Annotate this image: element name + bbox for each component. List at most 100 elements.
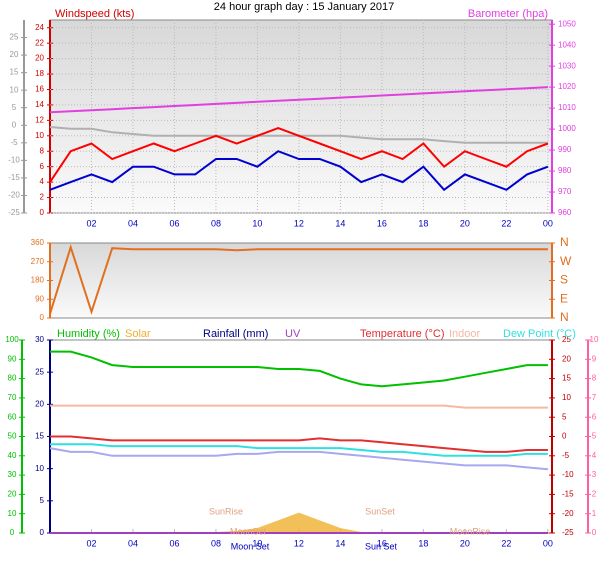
x-tick-label: 14 [335, 538, 345, 548]
y-tick-label: 20 [8, 490, 17, 499]
y-tick-label: 90 [35, 294, 44, 303]
annotation: MoonSet [230, 526, 267, 536]
y-tick-label: 0 [40, 528, 45, 537]
y-tick-label: 100 [5, 335, 19, 344]
y-tick-label: 10 [590, 335, 599, 344]
annotation: Sun Set [365, 541, 398, 551]
y-tick-label: 12 [35, 115, 44, 124]
y-tick-label: 1000 [558, 124, 576, 133]
y-tick-label: 30 [35, 335, 44, 344]
y-tick-label: -20 [562, 509, 574, 518]
y-tick-label: 970 [558, 187, 572, 196]
y-tick-label: 2 [40, 193, 45, 202]
y-tick-label: 5 [562, 412, 567, 421]
legend-entry: Humidity (%) [57, 328, 120, 340]
x-tick-label: 08 [211, 218, 221, 228]
y-tick-label: 10 [35, 464, 44, 473]
y-tick-label: 10 [10, 85, 19, 94]
y-tick-label: 10 [562, 393, 571, 402]
legend-entry: Indoor [449, 328, 481, 340]
y-tick-label: 6 [40, 162, 45, 171]
y-tick-label: 980 [558, 166, 572, 175]
annotation: SunSet [365, 506, 395, 516]
y-tick-label: 40 [8, 451, 17, 460]
y-tick-label: 6 [592, 412, 597, 421]
y-tick-label: 4 [40, 177, 45, 186]
y-tick-label: 70 [8, 393, 17, 402]
x-tick-label: 18 [418, 218, 428, 228]
y-tick-label: 25 [10, 33, 19, 42]
y-tick-label: 1030 [558, 61, 576, 70]
y-tick-label: 5 [592, 432, 597, 441]
x-tick-label: 08 [211, 538, 221, 548]
y-tick-label: -25 [562, 528, 574, 537]
y-tick-label: 1020 [558, 82, 576, 91]
legend-entry: Temperature (°C) [360, 328, 444, 340]
plot-area [49, 19, 553, 214]
y-tick-label: 15 [10, 68, 19, 77]
y-tick-label: 15 [35, 432, 44, 441]
annotation: SunRise [209, 506, 243, 516]
y-tick-label: 0 [40, 313, 45, 322]
y-tick-label: 1 [592, 509, 597, 518]
series-line [50, 404, 548, 409]
y-tick-label: -20 [8, 191, 20, 200]
y-tick-label: 25 [562, 335, 571, 344]
y-tick-label: E [560, 291, 568, 305]
x-tick-label: 12 [294, 218, 304, 228]
y-tick-label: -25 [8, 208, 20, 217]
y-tick-label: 5 [40, 496, 45, 505]
x-tick-label: 14 [335, 218, 345, 228]
y-tick-label: 0 [40, 208, 45, 217]
y-tick-label: 2 [592, 490, 597, 499]
series-line [49, 447, 548, 471]
x-tick-label: 16 [377, 218, 387, 228]
y-tick-label: 18 [35, 69, 44, 78]
x-tick-label: 06 [169, 538, 179, 548]
legend-entry: UV [285, 328, 301, 340]
y-tick-label: -5 [10, 138, 18, 147]
x-tick-label: 02 [86, 218, 96, 228]
plot-area [49, 242, 553, 319]
y-tick-label: -15 [562, 490, 574, 499]
y-tick-label: 20 [562, 354, 571, 363]
annotation: MoonRise [450, 526, 491, 536]
annotation: Moon Set [231, 541, 270, 551]
x-tick-label: 18 [418, 538, 428, 548]
x-tick-label: 04 [128, 218, 138, 228]
x-tick-label: 04 [128, 538, 138, 548]
series-line [50, 443, 548, 457]
y-tick-label: N [560, 310, 569, 324]
y-tick-label: 0 [592, 528, 597, 537]
x-tick-label: 22 [501, 538, 511, 548]
y-tick-label: 0 [12, 120, 17, 129]
y-tick-label: 30 [8, 470, 17, 479]
x-tick-label: 00 [543, 218, 553, 228]
series-line [49, 127, 549, 183]
x-tick-label: 00 [543, 538, 553, 548]
y-tick-label: N [560, 235, 569, 249]
x-tick-label: 20 [460, 538, 470, 548]
y-tick-label: -5 [562, 451, 570, 460]
y-tick-label: 1010 [558, 103, 576, 112]
y-tick-label: 4 [592, 451, 597, 460]
axis-title: Windspeed (kts) [55, 8, 134, 20]
legend-entry: Dew Point (°C) [503, 328, 576, 340]
x-tick-label: 10 [252, 218, 262, 228]
y-tick-label: 50 [8, 432, 17, 441]
y-tick-label: 8 [592, 374, 597, 383]
y-tick-label: 270 [31, 257, 45, 266]
y-tick-label: 180 [31, 276, 45, 285]
y-tick-label: W [560, 254, 572, 268]
series-line [49, 150, 549, 192]
y-tick-label: 0 [562, 432, 567, 441]
x-tick-label: 02 [86, 538, 96, 548]
series-line [50, 435, 548, 453]
x-tick-label: 20 [460, 218, 470, 228]
y-tick-label: 8 [40, 146, 45, 155]
legend-entry: Solar [125, 328, 151, 340]
series-line [49, 86, 548, 114]
chart-title: 24 hour graph day : 15 January 2017 [214, 1, 394, 13]
y-tick-label: 1040 [558, 40, 576, 49]
